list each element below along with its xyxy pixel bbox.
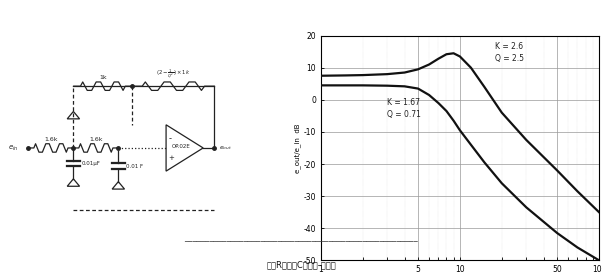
Text: ───────────────────────────────────────────────────────: ────────────────────────────────────────… [184,239,418,245]
Text: 1k: 1k [99,75,107,80]
Text: K = 1.67
Q = 0.71: K = 1.67 Q = 0.71 [387,98,421,119]
Text: +: + [169,155,174,161]
Text: 1.6k: 1.6k [89,137,102,142]
Text: 0.01 F: 0.01 F [126,164,143,169]
Text: -: - [169,134,172,143]
Text: $(2-\frac{1}{Q^2})\times 1k$: $(2-\frac{1}{Q^2})\times 1k$ [156,67,191,80]
Y-axis label: e_out/e_in  dB: e_out/e_in dB [294,123,301,173]
Text: OP.02E: OP.02E [172,144,191,149]
Text: K = 2.6
Q = 2.5: K = 2.6 Q = 2.5 [495,42,524,63]
Text: 1.6k: 1.6k [44,137,58,142]
Text: $e_{out}$: $e_{out}$ [219,144,232,152]
Text: $e_{in}$: $e_{in}$ [8,143,19,153]
Text: 等值R、等值C的塞伦-凯响应: 等值R、等值C的塞伦-凯响应 [266,260,336,269]
Text: 0.01μF: 0.01μF [81,161,100,166]
